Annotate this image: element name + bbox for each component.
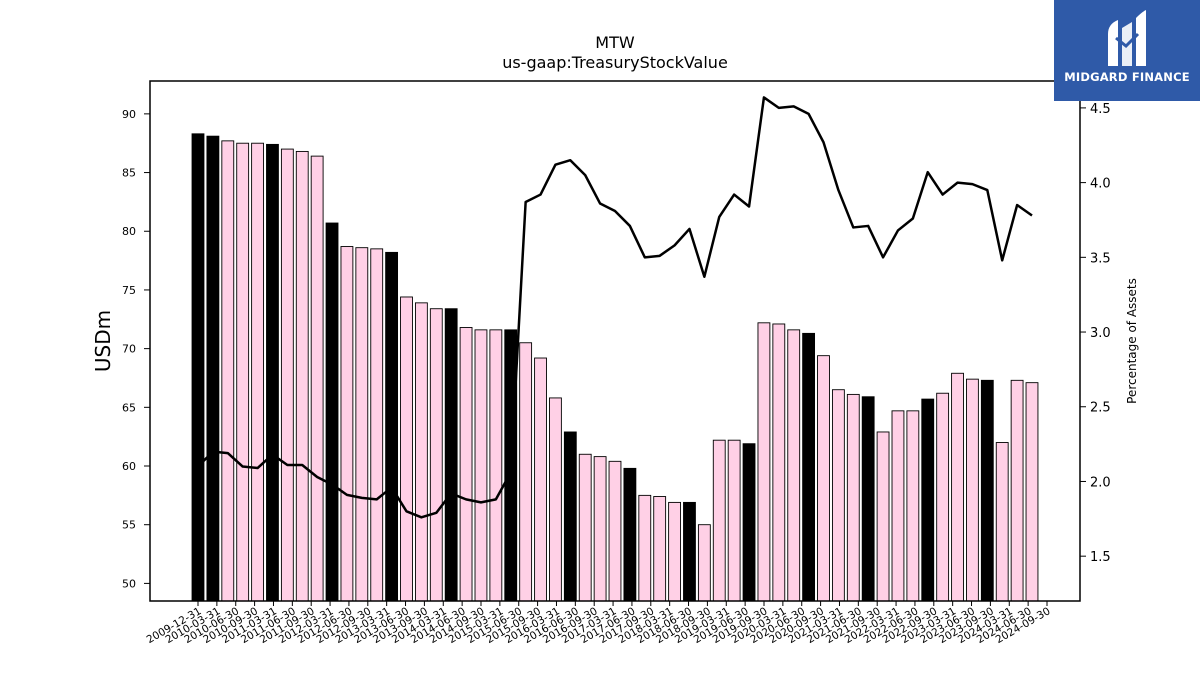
bar [861,396,875,602]
bar [459,327,473,602]
line-series [197,96,1033,519]
bar [563,431,577,602]
bar [831,389,845,602]
bar [802,332,816,602]
bar [236,142,250,602]
bar [1010,379,1024,602]
bar [906,410,920,602]
bar [995,442,1009,602]
y-axis-label: USDm [91,310,115,372]
bar [549,397,562,602]
bar [683,501,696,602]
logo-mark-icon [1108,10,1146,66]
chart-subtitle: us-gaap:TreasuryStockValue [502,53,728,72]
bar [653,496,667,602]
y-tick-label: 80 [122,225,136,238]
y2-tick-label: 2.5 [1090,401,1111,416]
y-tick-label: 50 [122,577,136,590]
bar [191,133,205,602]
bar [444,308,458,602]
bar [936,392,950,602]
bar [221,140,235,602]
bar [355,247,369,602]
y2-tick-label: 4.5 [1090,102,1111,117]
logo-text: MIDGARD FINANCE [1064,70,1190,84]
chart-title: MTW [595,33,635,52]
bar [787,329,801,602]
bar [846,393,860,602]
y-tick-label: 55 [122,519,136,532]
bar [280,148,294,602]
bar [340,246,354,602]
bar [370,248,384,602]
y2-tick-label: 3.0 [1090,326,1111,341]
y-axis-right: 1.5 2.0 2.5 3.0 3.5 4.0 4.5 [1080,102,1111,565]
bar-series [191,133,1039,602]
bar [519,342,533,602]
bar [593,456,607,602]
bar [668,501,681,602]
y-tick-label: 70 [122,343,136,356]
bar [534,357,547,602]
bar [608,460,622,602]
bar [295,150,309,602]
bar [980,379,994,602]
y2-tick-label: 2.0 [1090,475,1111,490]
bar [206,135,220,602]
bar [429,308,443,602]
bar [310,155,324,602]
bar [727,439,741,602]
bar [489,329,503,602]
y2-tick-label: 4.0 [1090,177,1111,192]
y2-tick-label: 1.5 [1090,550,1111,565]
percentage-line [197,96,1033,519]
bar [757,322,771,602]
y-axis-left: 50 55 60 65 70 75 80 85 90 [122,108,150,590]
bar [474,329,488,602]
bar [921,398,935,602]
y2-tick-label: 3.5 [1090,251,1111,266]
plot-frame [149,80,1081,602]
bar [251,142,264,602]
y-tick-label: 60 [122,460,136,473]
bar [385,251,399,602]
y-tick-label: 90 [122,108,136,121]
y2-axis-label: Percentage of Assets [1125,278,1139,404]
bar [623,467,637,602]
bar [712,439,726,602]
bar [742,443,756,602]
y-tick-label: 85 [122,167,136,180]
bar [772,323,786,602]
bar [817,355,830,602]
bar [266,143,279,602]
bar [951,372,964,602]
x-axis: 2009-12-312010-03-312010-06-302010-09-30… [145,601,1053,646]
bar [891,410,905,602]
y-tick-label: 75 [122,284,136,297]
company-logo: MIDGARD FINANCE [1054,0,1200,101]
bar [638,494,652,602]
bar [876,431,890,602]
bar [400,296,413,602]
bar [697,524,711,602]
bar [966,378,979,602]
bar [325,222,339,602]
y-tick-label: 65 [122,401,136,414]
bar [578,453,592,602]
bar [1025,382,1039,602]
bar [414,302,428,602]
